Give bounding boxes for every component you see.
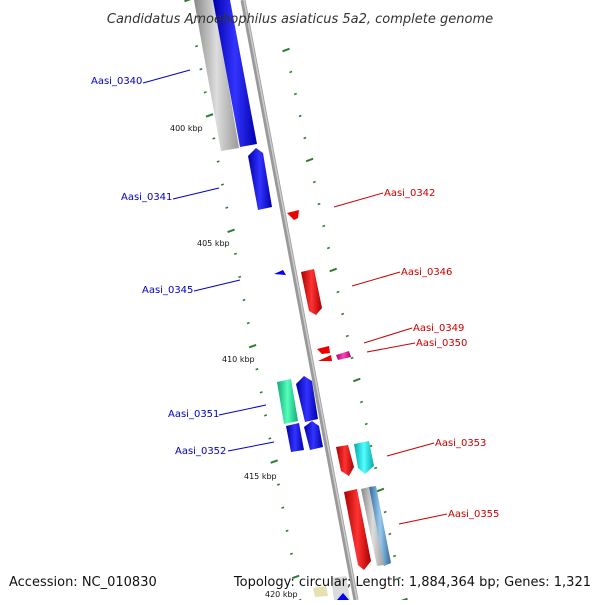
- callout-line: [194, 280, 240, 291]
- callout-line: [219, 405, 266, 415]
- scale-tick: [341, 314, 344, 315]
- gene-feature-aasi-0342[interactable]: [287, 210, 299, 220]
- gene-feature-aasi-0350[interactable]: [336, 351, 351, 360]
- scale-tick: [306, 159, 313, 162]
- gene-feature-aasi-0341[interactable]: [248, 148, 272, 210]
- gene-label-aasi-0340[interactable]: Aasi_0340: [91, 76, 142, 87]
- scale-tick: [365, 424, 368, 425]
- scale-tick: [360, 402, 363, 403]
- gene-feature-aasi-0353-red[interactable]: [336, 445, 354, 476]
- scale-tick: [282, 507, 285, 508]
- gene-label-aasi-0355[interactable]: Aasi_0355: [448, 509, 499, 520]
- scale-tick: [228, 230, 235, 233]
- callout-line: [387, 443, 434, 456]
- scale-tick: [389, 534, 392, 535]
- gene-labels: Aasi_0340 Aasi_0341 Aasi_0342 Aasi_0345 …: [91, 76, 499, 520]
- scale-tick: [289, 72, 292, 73]
- genome-summary: Topology: circular; Length: 1,884,364 bp…: [233, 575, 591, 590]
- scale-tick: [313, 182, 316, 183]
- gene-label-aasi-0351[interactable]: Aasi_0351: [168, 409, 219, 420]
- scale-tick: [195, 46, 198, 47]
- gene-label-aasi-0346[interactable]: Aasi_0346: [401, 267, 452, 278]
- gene-feature-aasi-0348[interactable]: [318, 355, 332, 361]
- scale-tick: [271, 460, 278, 463]
- scale-tick: [269, 438, 272, 439]
- scale-tick: [294, 94, 297, 95]
- scale-tick: [286, 530, 289, 531]
- gene-feature-aasi-0351[interactable]: [277, 379, 298, 424]
- scale-tick: [277, 484, 280, 485]
- scale-tick: [204, 92, 207, 93]
- scale-label-410: 410 kbp: [222, 355, 255, 364]
- scale-tick: [238, 276, 241, 277]
- callout-line: [334, 193, 383, 207]
- gene-feature-aasi-0352-partner[interactable]: [304, 421, 323, 450]
- scale-tick: [337, 292, 340, 293]
- scale-tick: [249, 345, 256, 348]
- callout-line: [173, 188, 219, 199]
- callout-line: [143, 70, 190, 83]
- scale-tick: [330, 269, 337, 272]
- gene-label-aasi-0345[interactable]: Aasi_0345: [142, 285, 193, 296]
- gene-feature-aasi-0346[interactable]: [301, 269, 322, 315]
- page-title: Candidatus Amoebophilus asiaticus 5a2, c…: [107, 12, 493, 27]
- scale-tick: [226, 207, 229, 208]
- callout-line: [367, 343, 415, 352]
- scale-tick: [323, 226, 326, 227]
- scale-tick: [213, 138, 216, 139]
- scale-label-400: 400 kbp: [170, 124, 203, 133]
- scale-tick: [283, 49, 290, 52]
- scale-tick: [304, 138, 307, 139]
- gene-label-aasi-0350[interactable]: Aasi_0350: [416, 338, 467, 349]
- gene-feature-aasi-0345[interactable]: [274, 270, 286, 275]
- gene-label-aasi-0353[interactable]: Aasi_0353: [435, 438, 486, 449]
- callout-line: [399, 514, 447, 524]
- gene-feature-aasi-0349[interactable]: [317, 346, 330, 354]
- scale-tick: [206, 114, 213, 117]
- scale-tick: [377, 489, 384, 492]
- accession-label: Accession: NC_010830: [9, 575, 157, 590]
- scale-tick: [318, 204, 321, 205]
- genome-backbone: [243, 0, 357, 600]
- gene-feature-aasi-0352[interactable]: [286, 423, 304, 452]
- scale-tick: [299, 116, 302, 117]
- scale-tick: [327, 248, 330, 249]
- scale-tick: [384, 512, 387, 513]
- scale-tick: [247, 323, 250, 324]
- scale-label-415: 415 kbp: [244, 472, 277, 481]
- scale-tick: [346, 336, 349, 337]
- gene-label-aasi-0341[interactable]: Aasi_0341: [121, 192, 172, 203]
- callout-line: [364, 328, 412, 343]
- callout-line: [228, 442, 274, 451]
- scale-tick: [290, 553, 293, 554]
- scale-tick: [243, 300, 246, 301]
- scale-tick: [393, 556, 396, 557]
- scale-tick: [221, 184, 224, 185]
- gene-label-aasi-0342[interactable]: Aasi_0342: [384, 188, 435, 199]
- scale-tick: [264, 415, 267, 416]
- gene-features: [194, 0, 391, 600]
- scale-tick: [374, 468, 377, 469]
- scale-tick: [260, 392, 263, 393]
- scale-label-405: 405 kbp: [197, 239, 230, 248]
- callout-line: [352, 272, 400, 286]
- gene-label-aasi-0352[interactable]: Aasi_0352: [175, 446, 226, 457]
- scale-tick: [200, 69, 203, 70]
- scale-label-420: 420 kbp: [265, 590, 298, 599]
- scale-tick: [370, 446, 373, 447]
- gene-label-aasi-0349[interactable]: Aasi_0349: [413, 323, 464, 334]
- scale-tick: [353, 379, 360, 382]
- scale-tick: [185, 0, 192, 1]
- scale-tick: [234, 253, 237, 254]
- scale-tick: [256, 369, 258, 370]
- scale-tick: [217, 161, 220, 162]
- scale-tick: [351, 358, 354, 359]
